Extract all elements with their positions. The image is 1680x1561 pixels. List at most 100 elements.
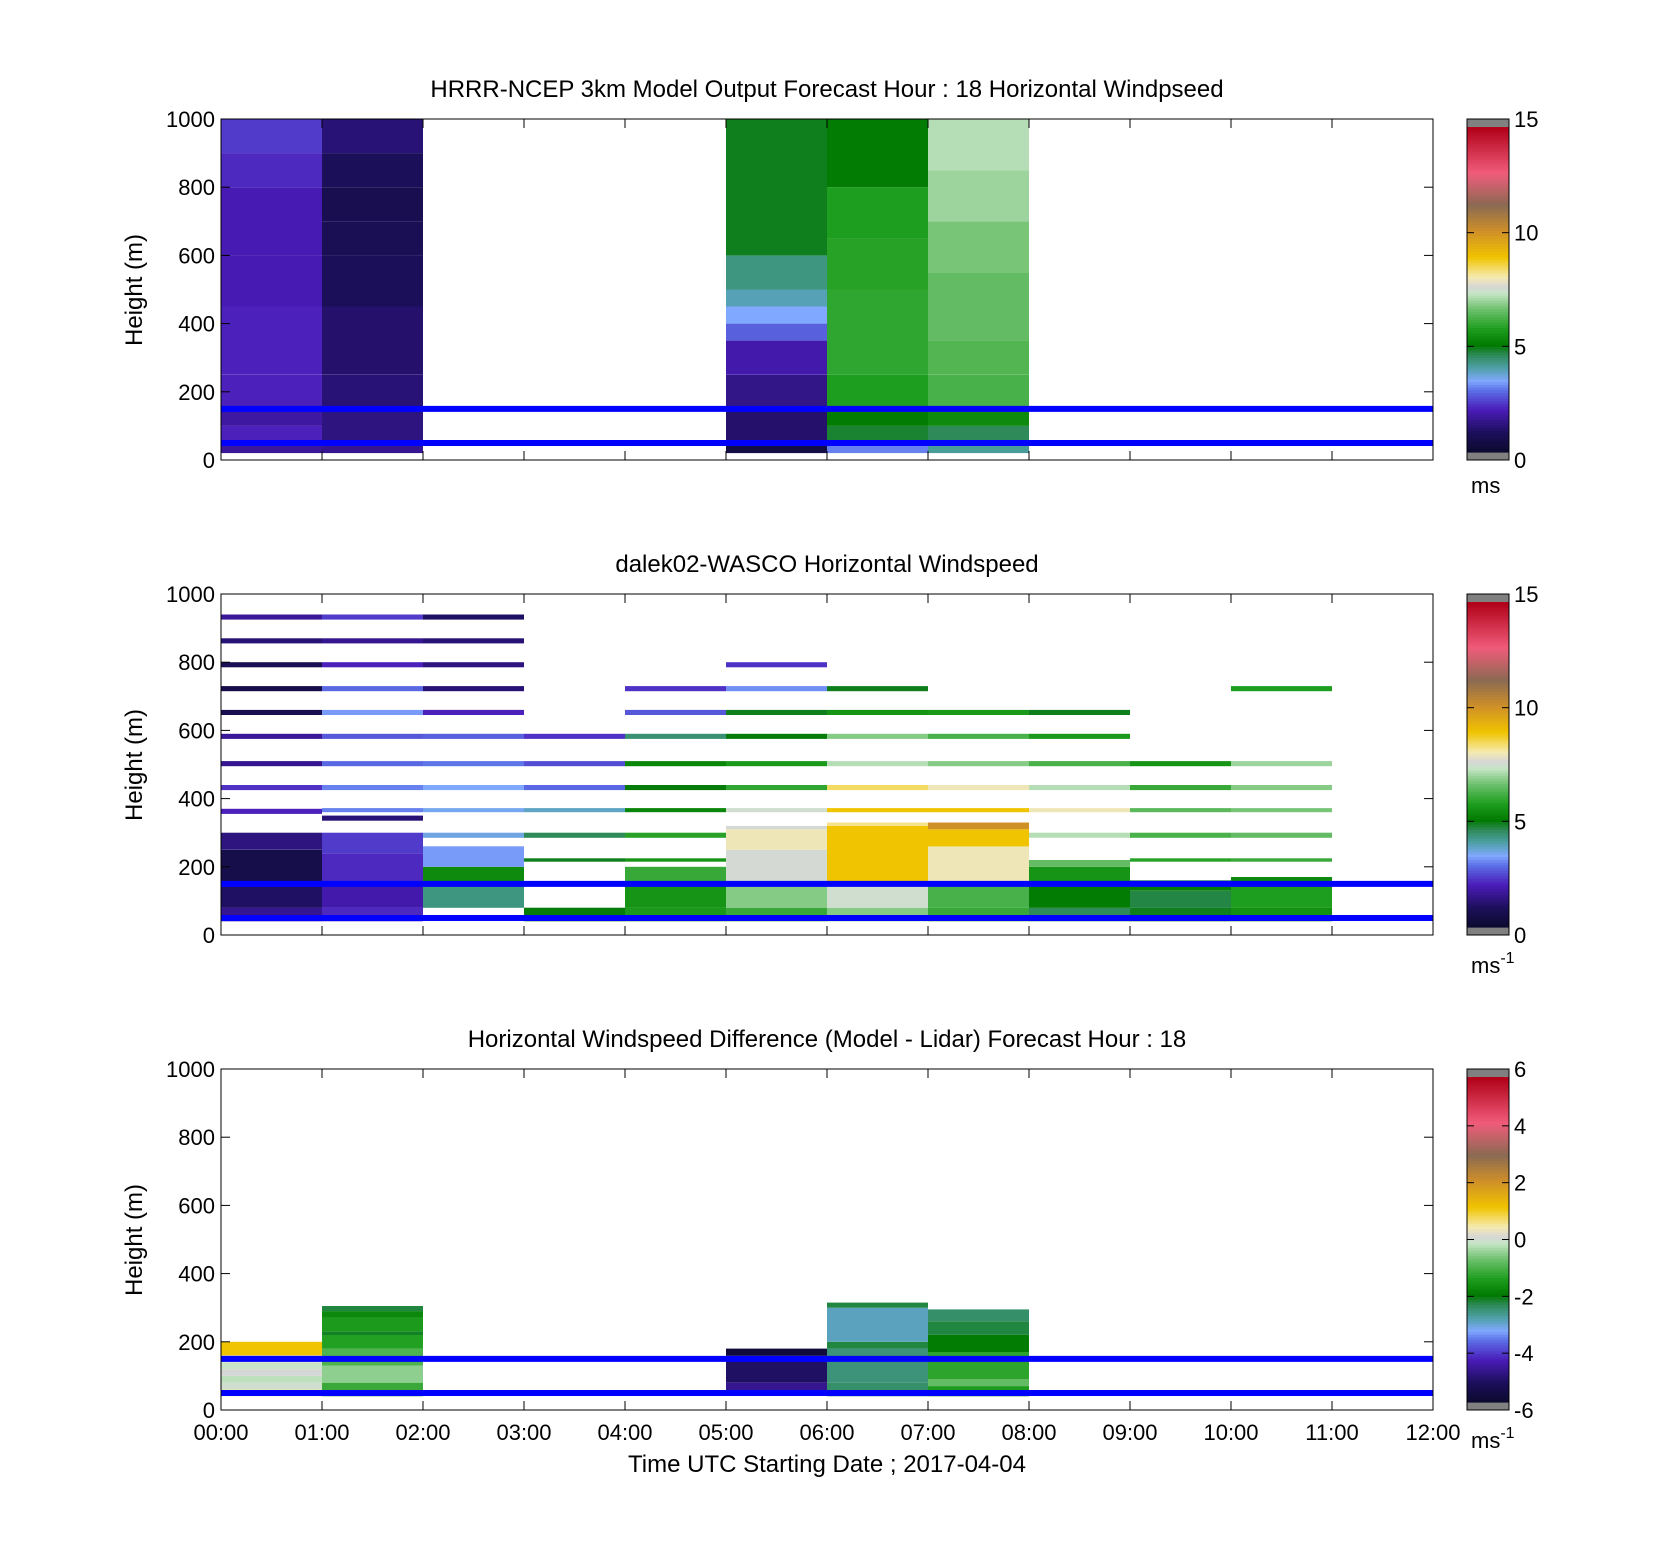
colorbar-segment — [1467, 1201, 1509, 1205]
colorbar-segment — [1467, 732, 1509, 736]
heatmap-cell — [827, 686, 928, 692]
colorbar-segment — [1467, 780, 1509, 785]
heatmap-cell — [524, 761, 625, 767]
colorbar-segment — [1467, 826, 1509, 831]
colorbar-segment — [1467, 1296, 1509, 1300]
heatmap-cell — [221, 709, 322, 715]
colorbar-segment — [1467, 618, 1509, 622]
y-tick-label: 400 — [178, 312, 215, 337]
colorbar-segment — [1467, 783, 1509, 787]
colorbar-segment — [1467, 1350, 1509, 1354]
heatmap-cell — [1130, 808, 1231, 813]
colorbar-segment — [1467, 194, 1509, 199]
colorbar-segment — [1467, 1188, 1509, 1192]
colorbar-segment — [1467, 210, 1509, 215]
colorbar-segment — [1467, 767, 1509, 771]
colorbar-segment — [1467, 1304, 1509, 1308]
colorbar-segment — [1467, 127, 1509, 131]
colorbar-segment — [1467, 1150, 1509, 1154]
colorbar-tick-label: -2 — [1514, 1284, 1534, 1309]
colorbar-segment — [1467, 1128, 1509, 1132]
colorbar: -6 -4 -2 0 2 4 6 ms-1 — [1466, 1057, 1534, 1453]
colorbar-tick-label: 6 — [1514, 1057, 1526, 1082]
y-tick-label: 400 — [178, 787, 215, 812]
colorbar-segment — [1467, 899, 1509, 904]
colorbar-segment — [1467, 424, 1509, 429]
colorbar-segment — [1467, 1377, 1509, 1381]
colorbar-segment — [1467, 815, 1509, 820]
heatmap-cell — [726, 709, 827, 715]
heatmap-cell — [1130, 785, 1231, 791]
heatmap-cell — [726, 306, 827, 324]
heatmap-cell — [322, 1311, 423, 1318]
panel-model-windspeed: HRRR-NCEP 3km Model Output Forecast Hour… — [121, 76, 1538, 498]
colorbar-segment — [1467, 1082, 1509, 1086]
colorbar-segment — [1467, 311, 1509, 315]
panel-windspeed-difference: Horizontal Windspeed Difference (Model -… — [121, 1026, 1534, 1453]
colorbar-segment — [1467, 813, 1509, 817]
colorbar-segment — [1467, 1299, 1509, 1303]
colorbar-segment — [1467, 1098, 1509, 1102]
colorbar-cap-top — [1467, 1069, 1509, 1077]
colorbar-segment — [1467, 913, 1509, 917]
colorbar-segment — [1467, 170, 1509, 174]
colorbar-segment — [1467, 1139, 1509, 1143]
colorbar-segment — [1467, 707, 1509, 711]
colorbar-segment — [1467, 1136, 1509, 1140]
heatmap-cell — [423, 709, 524, 715]
y-tick-label: 800 — [178, 650, 215, 675]
heatmap-cell — [827, 442, 928, 454]
colorbar-segment — [1467, 791, 1509, 795]
colorbar-segment — [1467, 802, 1509, 806]
heatmap-cell — [726, 1348, 827, 1356]
heatmap-cell — [827, 408, 928, 426]
heatmap-cell — [221, 1362, 322, 1370]
colorbar-segment — [1467, 419, 1509, 423]
heatmap-cell — [221, 306, 322, 375]
heatmap-cell — [221, 153, 322, 188]
heatmap-cell — [1029, 785, 1130, 791]
heatmap-cell — [827, 1341, 928, 1349]
colorbar-segment — [1467, 867, 1509, 871]
colorbar-segment — [1467, 254, 1509, 258]
colorbar-segment — [1467, 240, 1509, 245]
colorbar-segment — [1467, 1217, 1509, 1222]
heatmap-cell — [726, 829, 827, 850]
heatmap-cell — [322, 662, 423, 668]
colorbar-segment — [1467, 1093, 1509, 1097]
heatmap-cell — [827, 238, 928, 290]
colorbar-unit-label: ms — [1471, 473, 1500, 498]
colorbar-segment — [1467, 902, 1509, 906]
heatmap-cell — [827, 709, 928, 715]
colorbar-segment — [1467, 1196, 1509, 1200]
y-tick-label: 600 — [178, 1193, 215, 1218]
heatmap-cell — [1231, 858, 1332, 862]
colorbar-segment — [1467, 1290, 1509, 1295]
colorbar-segment — [1467, 607, 1509, 611]
y-tick-label: 600 — [178, 718, 215, 743]
heatmap-cell — [928, 1309, 1029, 1322]
colorbar-segment — [1467, 224, 1509, 228]
heatmap-cell — [726, 340, 827, 375]
heatmap-cell — [726, 289, 827, 307]
colorbar-segment — [1467, 1228, 1509, 1232]
colorbar-segment — [1467, 1323, 1509, 1327]
colorbar-segment — [1467, 1364, 1509, 1368]
colorbar-segment — [1467, 300, 1509, 304]
heatmap-cell — [423, 662, 524, 668]
colorbar-segment — [1467, 1190, 1509, 1195]
colorbar-segment — [1467, 805, 1509, 809]
x-tick-label: 06:00 — [799, 1420, 854, 1445]
colorbar-segment — [1467, 143, 1509, 147]
heatmap-cell — [1029, 832, 1130, 838]
heatmap-cell — [221, 119, 322, 154]
colorbar-segment — [1467, 710, 1509, 714]
heatmap-cell — [1029, 883, 1130, 908]
colorbar-segment — [1467, 661, 1509, 665]
heatmap-cell — [423, 686, 524, 692]
colorbar-segment — [1467, 137, 1509, 142]
colorbar-segment — [1467, 281, 1509, 285]
colorbar-segment — [1467, 1247, 1509, 1251]
colorbar-segment — [1467, 740, 1509, 744]
